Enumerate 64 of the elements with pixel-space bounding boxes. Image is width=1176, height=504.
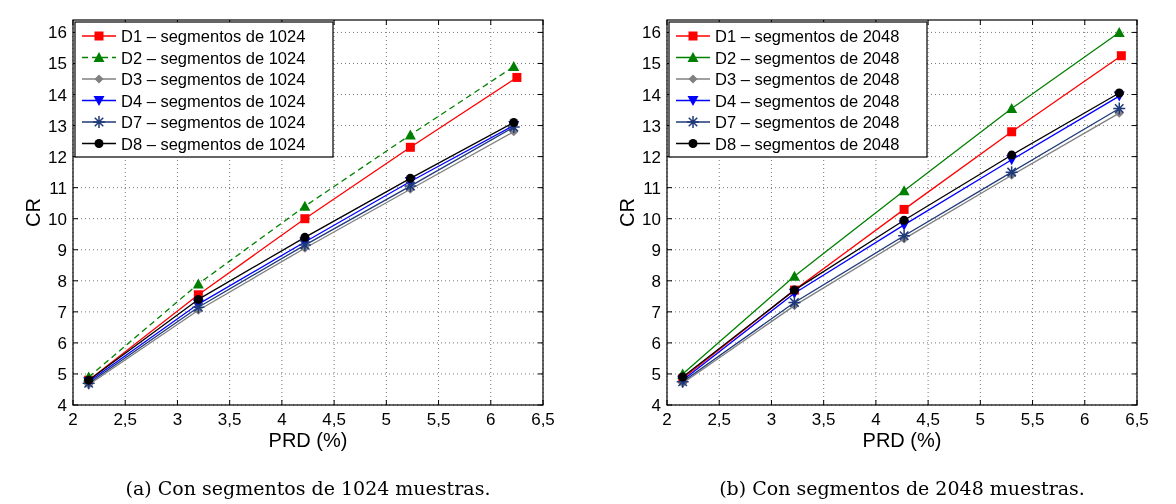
- y-tick-label: 15: [642, 54, 661, 74]
- y-tick-label: 5: [651, 364, 661, 384]
- y-tick-label: 16: [642, 23, 661, 43]
- y-tick-label: 12: [48, 147, 67, 167]
- x-tick-label: 3,5: [811, 410, 836, 429]
- legend-label: D8 – segmentos de 1024: [121, 134, 306, 153]
- x-tick-label: 5,5: [426, 410, 451, 429]
- text: (a) Con segmentos de 1024 muestras.: [125, 477, 491, 499]
- x-axis-title: PRD (%): [862, 429, 942, 451]
- y-tick-label: 4: [651, 396, 661, 415]
- y-tick-label: 9: [651, 240, 661, 260]
- y-tick-label: 10: [48, 209, 67, 229]
- y-tick-label: 8: [57, 271, 67, 291]
- x-tick-label: 6,5: [1125, 410, 1149, 429]
- x-tick-label: 4,5: [322, 410, 346, 429]
- y-tick-label: 6: [57, 333, 67, 353]
- y-tick-label: 7: [57, 302, 67, 322]
- legend-label: D7 – segmentos de 1024: [121, 113, 306, 131]
- x-tick-label: 2: [662, 410, 672, 429]
- y-tick-label: 7: [651, 302, 661, 322]
- y-axis-title: CR: [22, 198, 44, 227]
- x-tick-label: 2: [68, 410, 78, 429]
- x-axis-title: PRD (%): [268, 429, 348, 451]
- legend-label: D2 – segmentos de 2048: [715, 48, 900, 67]
- y-tick-label: 14: [48, 85, 67, 105]
- x-tick-label: 4: [871, 410, 881, 429]
- y-tick-label: 5: [57, 364, 67, 384]
- legend-label: D4 – segmentos de 2048: [715, 91, 900, 110]
- x-tick-label: 4: [277, 410, 287, 429]
- legend-label: D7 – segmentos de 2048: [715, 113, 900, 131]
- y-tick-label: 14: [642, 85, 661, 105]
- x-tick-label: 3: [766, 410, 777, 429]
- y-tick-label: 6: [651, 333, 661, 353]
- y-tick-label: 11: [643, 178, 661, 198]
- legend-label: D3 – segmentos de 2048: [715, 70, 900, 88]
- y-tick-label: 11: [49, 178, 67, 198]
- y-tick-label: 10: [642, 209, 661, 229]
- x-tick-label: 5: [975, 410, 986, 429]
- y-tick-label: 12: [642, 147, 661, 167]
- legend-label: D1 – segmentos de 2048: [715, 27, 900, 45]
- legend-label: D4 – segmentos de 1024: [121, 91, 306, 110]
- x-tick-label: 4,5: [916, 410, 940, 429]
- y-tick-label: 16: [48, 23, 67, 43]
- x-tick-label: 3,5: [217, 410, 242, 429]
- legend-label: D8 – segmentos de 2048: [715, 134, 900, 153]
- x-tick-label: 2,5: [707, 410, 732, 429]
- x-tick-label: 5: [381, 410, 392, 429]
- x-tick-label: 6,5: [531, 410, 555, 429]
- y-tick-label: 15: [48, 54, 67, 74]
- y-tick-label: 13: [48, 116, 67, 136]
- x-tick-label: 5,5: [1020, 410, 1045, 429]
- y-axis-title: CR: [616, 198, 638, 227]
- x-tick-label: 3: [172, 410, 183, 429]
- y-tick-label: 4: [57, 396, 67, 415]
- text: (b) Con segmentos de 2048 muestras.: [719, 477, 1085, 499]
- legend-label: D2 – segmentos de 1024: [121, 48, 306, 67]
- y-tick-label: 9: [57, 240, 67, 260]
- x-tick-label: 6: [486, 410, 496, 429]
- x-tick-label: 2,5: [113, 410, 138, 429]
- x-tick-label: 6: [1080, 410, 1090, 429]
- legend-label: D3 – segmentos de 1024: [121, 70, 306, 88]
- y-tick-label: 13: [642, 116, 661, 136]
- y-tick-label: 8: [651, 271, 661, 291]
- legend-label: D1 – segmentos de 1024: [121, 27, 306, 45]
